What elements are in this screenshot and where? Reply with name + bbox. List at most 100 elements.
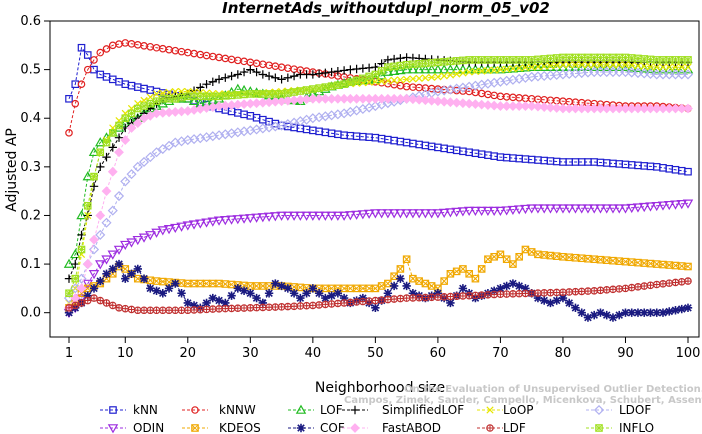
data-point [639, 202, 650, 213]
data-point [383, 289, 393, 298]
data-point-cross [534, 250, 542, 258]
data-point [408, 289, 418, 298]
data-point [102, 152, 111, 162]
x-tick-label: 1 [65, 346, 73, 361]
data-point [538, 204, 550, 214]
data-point-cross [422, 294, 429, 301]
data-point-cross [290, 303, 298, 310]
data-point-cross [147, 307, 154, 314]
data-point [396, 265, 405, 273]
data-point [632, 67, 644, 79]
data-point [114, 133, 124, 142]
data-point-cross [672, 279, 679, 286]
x-tick-label: 80 [555, 346, 572, 361]
data-point [108, 75, 117, 84]
data-point-cross [221, 92, 229, 100]
data-point [464, 98, 475, 109]
data-point [252, 67, 261, 77]
data-point-cross [240, 90, 248, 98]
data-point [177, 87, 186, 96]
data-point [407, 209, 419, 219]
data-point-cross [559, 53, 567, 61]
data-point [509, 65, 517, 73]
data-point [595, 204, 606, 214]
data-point-cross [321, 284, 329, 292]
data-point-cross [515, 290, 523, 297]
data-point-cross [497, 291, 504, 298]
data-point [171, 279, 180, 288]
data-point-cross [297, 302, 304, 310]
data-point-cross [634, 54, 642, 62]
data-point-cross [559, 253, 567, 261]
data-point [646, 308, 655, 317]
data-point [102, 45, 111, 53]
data-point-cross [540, 55, 548, 63]
data-point [326, 211, 337, 221]
data-point [296, 293, 305, 303]
data-point [308, 284, 318, 293]
data-point [590, 61, 598, 69]
data-point [451, 97, 462, 108]
data-point-cross [359, 74, 367, 82]
chart-title: InternetAds_withoutdupl_norm_05_v02 [222, 0, 550, 17]
data-point [332, 211, 344, 221]
data-point [551, 103, 562, 113]
data-point-cross [615, 53, 623, 61]
data-point [652, 308, 661, 317]
data-point-cross [259, 90, 267, 98]
data-point [545, 61, 556, 71]
data-point [414, 94, 425, 105]
legend-item-fastabod: FastABOD [342, 421, 441, 434]
data-point [121, 80, 130, 89]
data-point [126, 123, 137, 133]
data-point [665, 63, 673, 71]
data-point-cross [509, 260, 517, 268]
data-point [670, 200, 681, 210]
legend-item-simplifiedlof: SimplifiedLOF [342, 403, 464, 417]
data-point [608, 313, 618, 322]
data-point [295, 404, 307, 414]
data-point [138, 156, 150, 168]
data-point [446, 298, 455, 308]
data-point-cross [253, 282, 261, 290]
data-point [120, 135, 131, 146]
data-point-cross [478, 56, 486, 64]
data-point [382, 66, 394, 76]
data-point-cross [78, 299, 85, 307]
data-point [109, 406, 117, 414]
series-odin [63, 199, 694, 319]
data-point [213, 216, 225, 226]
data-point-cross [409, 60, 417, 68]
data-point-cross [459, 56, 467, 64]
data-point [96, 48, 105, 57]
data-point-cross [165, 307, 173, 314]
data-point [283, 284, 293, 293]
data-point [584, 61, 592, 69]
data-point-cross [228, 280, 236, 289]
data-point [163, 225, 175, 235]
data-point [107, 424, 119, 434]
data-point [502, 281, 511, 291]
data-point [65, 94, 73, 103]
data-point [402, 281, 411, 291]
data-point-cross [509, 290, 517, 298]
data-point [428, 73, 436, 82]
data-point-cross [553, 54, 561, 62]
data-point-cross [115, 304, 123, 312]
data-point-cross [584, 255, 592, 263]
data-point-cross [640, 259, 648, 267]
data-point-cross [203, 92, 211, 100]
data-point [227, 291, 236, 300]
data-point-cross [434, 58, 442, 66]
data-point-cross [159, 278, 167, 286]
data-point-cross [172, 307, 179, 314]
x-tick-label: 100 [676, 346, 701, 361]
data-point-cross [596, 256, 605, 264]
data-point-cross [152, 277, 161, 285]
data-point [451, 64, 462, 74]
data-point-cross [471, 275, 479, 283]
legend-label: SimplifiedLOF [382, 403, 464, 417]
data-point-cross [665, 261, 673, 269]
data-point [645, 202, 656, 212]
data-point-cross [521, 245, 529, 254]
